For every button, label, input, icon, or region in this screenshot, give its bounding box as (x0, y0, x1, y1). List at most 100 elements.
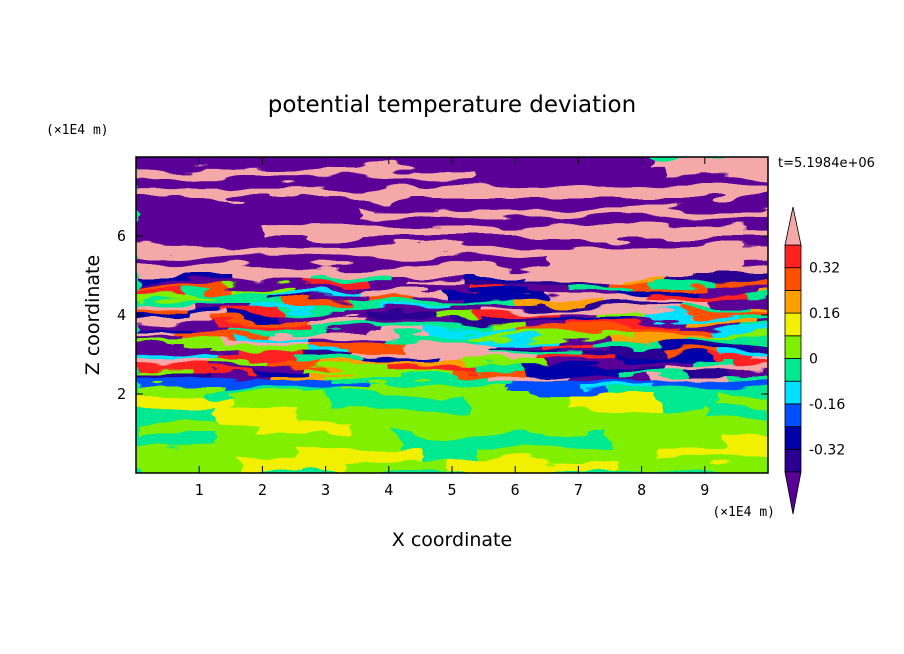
colorbar-label: 0 (809, 352, 818, 368)
field-cell (566, 373, 651, 380)
field-cell (312, 303, 383, 310)
field-cell (191, 326, 231, 333)
field-cell (425, 326, 518, 333)
field-cell (348, 420, 458, 435)
field-cell (623, 364, 667, 370)
field-cell (449, 459, 511, 473)
x-axis: 1 2 3 4 5 6 7 8 9 (195, 157, 709, 499)
x-axis-unit: (×1E4 m) (712, 505, 775, 520)
field-cell (297, 446, 423, 461)
field-cell (683, 196, 768, 208)
field-cell (484, 308, 558, 314)
x-tick-label: 2 (258, 481, 267, 499)
field-cell (353, 216, 458, 228)
x-tick-label: 7 (574, 481, 583, 499)
field-cell (725, 364, 768, 370)
field-cell (187, 308, 225, 314)
field-cell (665, 364, 727, 370)
field-cell (401, 345, 490, 352)
field-cell (496, 196, 685, 208)
field-cell (346, 388, 513, 395)
field-cell (554, 336, 613, 342)
field-cell (728, 368, 768, 375)
field-cell (367, 294, 414, 300)
field-cell (681, 317, 759, 324)
field-cell (136, 446, 235, 461)
field-cell (610, 388, 768, 395)
field-cell (456, 420, 557, 435)
field-cell (136, 166, 357, 178)
field-cell (193, 298, 286, 305)
field-cell (446, 226, 603, 237)
plot-area (136, 157, 768, 473)
field-cell (136, 216, 355, 228)
field-cell (200, 388, 348, 395)
field-cell (525, 176, 676, 188)
x-tick-label: 6 (511, 481, 520, 499)
field-cell (556, 308, 649, 314)
field-cell (263, 226, 448, 237)
field-cell (685, 303, 748, 310)
field-cell (541, 245, 761, 257)
field-cell (752, 354, 768, 361)
field-cell (382, 326, 427, 333)
field-cell (218, 433, 340, 448)
field-cell (488, 345, 562, 352)
field-cell (185, 289, 273, 296)
field-cell (299, 364, 390, 370)
field-cell (705, 298, 768, 305)
field-cell (381, 303, 452, 310)
field-cell (342, 459, 451, 473)
field-cell (425, 236, 573, 247)
field-cell (238, 378, 333, 385)
field-cell (371, 383, 509, 390)
field-cell (559, 312, 597, 319)
field-cell (376, 359, 464, 366)
field-cell (136, 354, 222, 361)
field-cell (675, 322, 743, 328)
field-cell (280, 308, 347, 314)
field-cell (597, 303, 687, 310)
field-cell (136, 350, 241, 356)
field-cell (547, 294, 647, 300)
field-cell (136, 336, 186, 342)
colorbar-swatch (784, 312, 802, 337)
field-cell (618, 289, 697, 296)
field-cell (136, 308, 189, 314)
field-cell (689, 236, 768, 247)
field-cell (606, 280, 648, 286)
field-cell (174, 331, 267, 338)
field-cell (246, 255, 369, 267)
field-cell (255, 364, 301, 370)
field-cell (538, 340, 592, 347)
field-cell (136, 236, 257, 247)
field-cell (190, 312, 234, 319)
field-cell (462, 359, 548, 366)
field-cell (741, 322, 768, 328)
field-cell (184, 336, 239, 342)
field-cell (688, 336, 768, 342)
field-cell (324, 326, 384, 333)
field-cell (136, 322, 220, 328)
field-cell (215, 317, 307, 324)
field-cell (338, 433, 399, 448)
field-cell (212, 373, 271, 380)
field-cell (626, 407, 711, 422)
field-cell (136, 186, 324, 198)
field-cell (523, 275, 619, 282)
field-cell (309, 322, 392, 328)
field-cell (136, 196, 269, 208)
field-cell (606, 298, 707, 305)
y-tick-label: 6 (117, 227, 126, 245)
field-cell (136, 383, 225, 390)
field-cell (721, 350, 768, 356)
field-cell (136, 420, 257, 435)
field-cell (235, 275, 314, 282)
colorbar-label: 0.16 (809, 306, 840, 322)
x-axis-label: X coordinate (392, 529, 512, 551)
field-cell (136, 284, 229, 291)
field-cell (516, 326, 622, 333)
field-cell (565, 331, 636, 338)
field-cell (237, 336, 309, 342)
field-cell (541, 280, 608, 286)
